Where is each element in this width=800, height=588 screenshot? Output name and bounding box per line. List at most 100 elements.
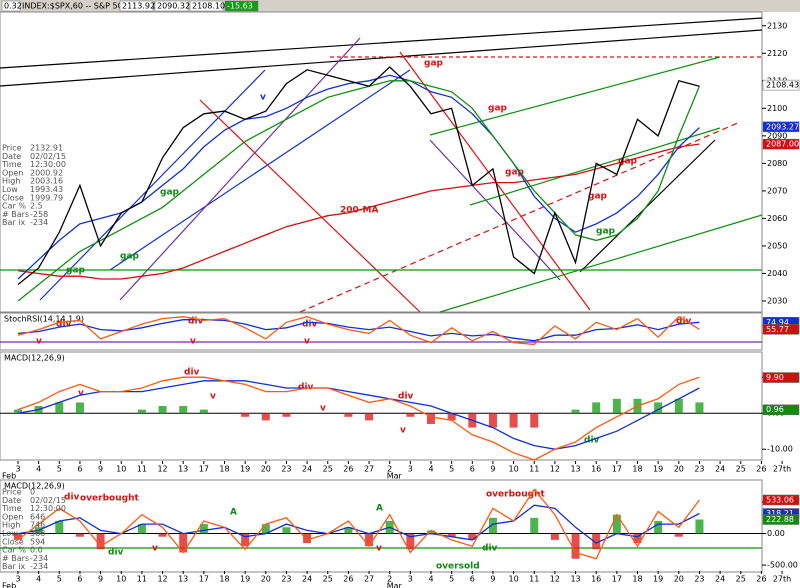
histogram-bar — [179, 533, 188, 553]
x-tick-label: 24 — [715, 465, 725, 474]
annotation: oversold — [436, 562, 480, 572]
histogram-bar — [303, 533, 312, 544]
x-tick-label: 4 — [36, 465, 41, 474]
histogram-bar — [447, 413, 456, 421]
x-tick-label: 3 — [15, 465, 20, 474]
price-tag-label: 74.94 — [766, 318, 789, 327]
info-label: Price — [2, 488, 22, 497]
x-tick-label: 17 — [199, 465, 209, 474]
annotation: gap — [160, 188, 180, 198]
info-label: Car % — [2, 202, 26, 211]
histogram-bar — [55, 402, 64, 414]
x-tick-label: 23 — [694, 465, 704, 474]
x-tick-label: 18 — [219, 465, 229, 474]
histogram-bar — [530, 413, 539, 428]
price-tag-label: 222.88 — [766, 515, 794, 524]
info-value: 12:30:00 — [30, 160, 66, 169]
info-value: 646 — [30, 512, 45, 521]
x-tick-label: 9 — [98, 575, 103, 584]
info-label: # Bars — [2, 554, 29, 563]
info-value: 0 — [30, 488, 35, 497]
x-tick-label: 20 — [261, 575, 271, 584]
annotation: A — [376, 504, 383, 514]
header-box — [224, 0, 259, 12]
series-line — [17, 504, 700, 544]
histogram-bar — [488, 517, 497, 534]
annotation: v — [190, 337, 196, 347]
histogram-bar — [612, 398, 621, 414]
x-tick-label: 17 — [612, 465, 622, 474]
annotation: v — [400, 426, 406, 436]
y-tick-label: 2030 — [767, 296, 787, 305]
annotation: overbought — [486, 490, 545, 500]
annotation: div — [302, 320, 318, 330]
histogram-bar — [427, 413, 435, 424]
annotation: div — [56, 320, 72, 330]
histogram-bar — [282, 527, 291, 534]
info-label: Time — [1, 160, 22, 169]
histogram-bar — [427, 530, 435, 534]
annotation: gap — [618, 157, 638, 167]
histogram-bar — [633, 533, 642, 544]
window-title: INDEX:$SPX,60 -- S&P 500 INDEX — [22, 2, 156, 11]
series-line — [17, 488, 700, 560]
histogram-bar — [447, 533, 456, 537]
x-tick-label: 19 — [653, 465, 663, 474]
x-tick-label: 6 — [77, 465, 82, 474]
x-tick-label: 23 — [281, 465, 291, 474]
histogram-bar — [199, 524, 208, 534]
annotation: div — [398, 392, 414, 402]
info-label: Close — [2, 193, 24, 202]
series-line — [17, 380, 700, 450]
macd2-panel — [0, 479, 763, 573]
x-tick-label: 10 — [509, 575, 519, 584]
x-tick-label: 19 — [240, 465, 250, 474]
x-tick-label: 23 — [694, 575, 704, 584]
header-value: 2108.10 — [192, 2, 225, 11]
price-panel — [0, 11, 763, 313]
info-label: High — [2, 177, 20, 186]
price-tag-label: 533.06 — [766, 495, 794, 504]
x-tick-label: 12 — [550, 465, 560, 474]
series-line — [17, 143, 700, 280]
info-label: Low — [2, 529, 18, 538]
month-label: Mar — [387, 472, 403, 481]
annotation: div — [64, 493, 80, 503]
series-line — [17, 376, 700, 461]
info-label: Date — [2, 152, 21, 161]
annotation: div — [482, 544, 498, 554]
histogram-bar — [509, 413, 518, 428]
x-tick-label: 6 — [470, 465, 475, 474]
histogram-bar — [344, 413, 353, 417]
price-tag — [762, 138, 800, 150]
x-tick-label: 25 — [323, 465, 333, 474]
trendline — [429, 56, 721, 136]
series-line — [17, 66, 700, 286]
info-label: # Bars — [2, 210, 29, 219]
histogram-bar — [654, 402, 663, 414]
month-label: Feb — [2, 582, 16, 588]
info-value: -258 — [30, 210, 48, 219]
x-tick-label: 10 — [116, 465, 126, 474]
y-tick-label: 2120 — [767, 49, 787, 58]
x-tick-label: 18 — [632, 575, 642, 584]
x-tick-label: 2 — [387, 465, 392, 474]
panel-title: MACD(12,26,9) — [4, 482, 65, 491]
histogram-bar — [344, 527, 353, 534]
x-tick-label: 26 — [343, 575, 353, 584]
y-tick-label: 2080 — [767, 159, 787, 168]
month-label: Feb — [2, 472, 16, 481]
info-value: 594 — [30, 537, 45, 546]
x-tick-label: 10 — [509, 465, 519, 474]
x-tick-label: 18 — [632, 465, 642, 474]
info-label: Price — [2, 144, 22, 153]
price-tag-label: 9.90 — [766, 373, 784, 382]
info-label: Bar ix — [2, 562, 25, 571]
annotation: div — [108, 548, 124, 558]
info-value: 1993.43 — [30, 185, 63, 194]
histogram-bar — [158, 533, 167, 537]
info-label: Time — [1, 504, 22, 513]
x-tick-label: 27th — [773, 465, 791, 474]
annotation: gap — [588, 192, 608, 202]
